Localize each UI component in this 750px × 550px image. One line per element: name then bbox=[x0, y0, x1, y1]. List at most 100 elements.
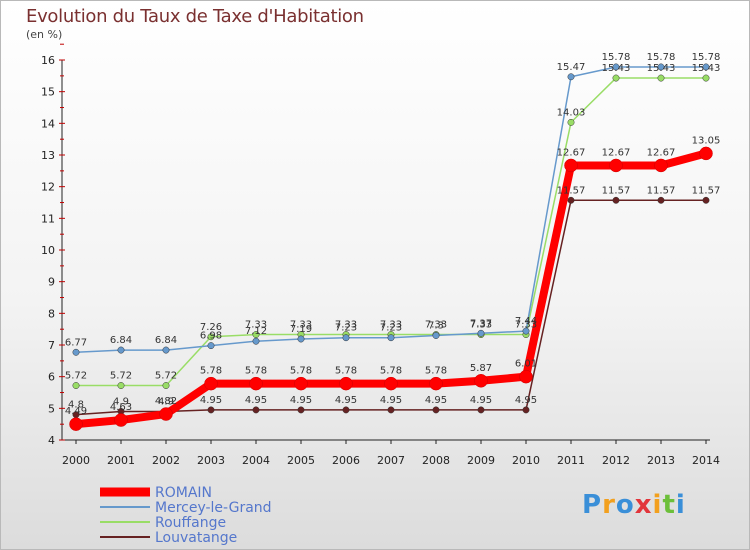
logo-letter: r bbox=[602, 490, 616, 520]
data-point bbox=[474, 374, 488, 388]
data-label: 5.78 bbox=[200, 366, 222, 377]
data-label: 4.63 bbox=[110, 402, 132, 413]
data-label: 7.3 bbox=[428, 321, 444, 332]
logo-letter: t bbox=[662, 490, 676, 520]
data-point bbox=[204, 376, 218, 391]
chart-axes: 4 5 6 7 8 9 10 11 12 13 14 15 16 2000 2001 2002 2003 2004… bbox=[41, 43, 720, 467]
data-label: 7.33 bbox=[380, 320, 402, 331]
data-label: 4.82 bbox=[155, 396, 177, 407]
data-point bbox=[342, 334, 350, 342]
data-label: 4.49 bbox=[65, 406, 87, 417]
data-point bbox=[252, 331, 260, 338]
data-point bbox=[612, 74, 620, 82]
data-point bbox=[387, 334, 395, 342]
data-label: 5.72 bbox=[110, 371, 132, 382]
y-tick-label: 9 bbox=[48, 276, 55, 289]
data-point bbox=[159, 407, 173, 421]
data-label: 5.72 bbox=[65, 371, 87, 382]
data-label: 6.01 bbox=[515, 359, 537, 370]
data-label: 6.77 bbox=[65, 337, 87, 348]
data-label: 15.47 bbox=[557, 62, 586, 73]
data-label: 11.57 bbox=[602, 185, 631, 196]
data-label: 4.95 bbox=[200, 395, 222, 406]
data-label: 7.37 bbox=[470, 318, 492, 329]
data-point bbox=[387, 406, 395, 414]
x-tick-label: 2006 bbox=[332, 454, 360, 467]
y-tick-label: 8 bbox=[48, 307, 55, 320]
data-point bbox=[657, 63, 665, 71]
data-point bbox=[162, 346, 170, 354]
y-tick-label: 11 bbox=[41, 212, 55, 225]
data-point bbox=[429, 376, 443, 391]
data-label: 4.95 bbox=[290, 395, 312, 406]
data-label: 6.84 bbox=[155, 335, 177, 346]
data-point bbox=[612, 63, 620, 71]
data-label: 11.57 bbox=[647, 185, 676, 196]
data-label: 7.44 bbox=[515, 316, 537, 327]
logo-letter: i bbox=[675, 490, 686, 520]
data-point bbox=[657, 74, 665, 82]
data-point bbox=[567, 73, 575, 81]
data-point bbox=[252, 337, 260, 345]
data-label: 13.05 bbox=[692, 135, 721, 146]
legend-entry: ROMAIN bbox=[155, 485, 212, 501]
data-label: 6.98 bbox=[200, 331, 222, 342]
logo-letter: o bbox=[615, 490, 635, 520]
y-tick-label: 5 bbox=[48, 402, 55, 415]
data-label: 7.33 bbox=[515, 320, 537, 331]
data-point bbox=[477, 329, 485, 337]
x-tick-label: 2005 bbox=[287, 454, 315, 467]
y-tick-label: 15 bbox=[41, 86, 55, 99]
chart-title: Evolution du Taux de Taxe d'Habitation bbox=[26, 6, 364, 27]
data-point bbox=[297, 335, 305, 343]
data-label: 5.78 bbox=[380, 366, 402, 377]
data-point bbox=[297, 406, 305, 414]
data-label: 7.33 bbox=[425, 320, 447, 331]
data-label: 14.03 bbox=[557, 107, 586, 118]
series-lines bbox=[69, 63, 713, 431]
data-label: 15.43 bbox=[602, 63, 631, 74]
data-point bbox=[342, 406, 350, 414]
logo-letter: x bbox=[634, 490, 653, 520]
data-point bbox=[207, 342, 215, 350]
data-point bbox=[117, 346, 125, 354]
x-tick-label: 2004 bbox=[242, 454, 270, 467]
data-point bbox=[564, 158, 578, 173]
data-point bbox=[207, 333, 215, 341]
data-label: 11.57 bbox=[557, 185, 586, 196]
data-point bbox=[522, 406, 530, 414]
x-tick-label: 2001 bbox=[107, 454, 135, 467]
data-label: 5.78 bbox=[335, 366, 357, 377]
y-tick-label: 10 bbox=[41, 244, 55, 257]
data-label: 12.67 bbox=[647, 147, 676, 158]
data-label: 15.43 bbox=[692, 63, 721, 74]
data-point bbox=[702, 196, 710, 204]
data-point bbox=[702, 63, 710, 71]
data-label: 4.95 bbox=[425, 395, 447, 406]
data-label: 4.95 bbox=[245, 395, 267, 406]
y-tick-label: 7 bbox=[48, 339, 55, 352]
data-label: 7.33 bbox=[290, 320, 312, 331]
data-point bbox=[117, 382, 125, 389]
legend-entry: Mercey-le-Grand bbox=[155, 500, 272, 516]
data-label: 7.12 bbox=[245, 326, 267, 337]
x-tick-label: 2010 bbox=[512, 454, 540, 467]
data-label: 7.23 bbox=[335, 323, 357, 334]
y-tick-label: 13 bbox=[41, 149, 55, 162]
data-point bbox=[432, 332, 440, 339]
data-label: 4.8 bbox=[68, 400, 84, 411]
data-point bbox=[657, 196, 665, 204]
data-label: 7.33 bbox=[245, 320, 267, 331]
x-tick-label: 2009 bbox=[467, 454, 495, 467]
data-point bbox=[162, 382, 170, 389]
chart-subtitle: (en %) bbox=[26, 28, 63, 41]
data-label: 4.9 bbox=[158, 397, 174, 408]
y-tick-label: 4 bbox=[48, 434, 55, 447]
x-tick-label: 2003 bbox=[197, 454, 225, 467]
data-label: 7.23 bbox=[380, 323, 402, 334]
data-point bbox=[609, 158, 623, 173]
x-tick-label: 2013 bbox=[647, 454, 675, 467]
